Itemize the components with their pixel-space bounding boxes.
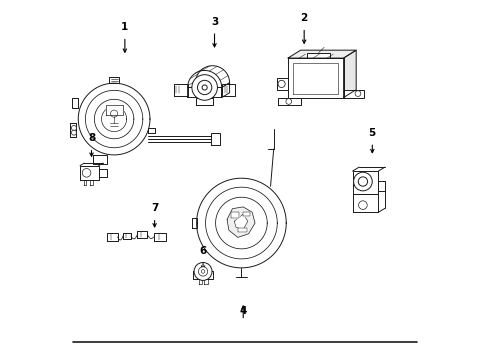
Polygon shape bbox=[188, 71, 221, 98]
Polygon shape bbox=[343, 90, 364, 98]
Circle shape bbox=[72, 130, 76, 135]
Polygon shape bbox=[204, 279, 208, 284]
Polygon shape bbox=[238, 228, 247, 232]
Circle shape bbox=[192, 75, 218, 100]
Polygon shape bbox=[221, 83, 230, 98]
Circle shape bbox=[72, 126, 76, 131]
Polygon shape bbox=[243, 212, 250, 216]
Polygon shape bbox=[105, 105, 122, 116]
Polygon shape bbox=[343, 50, 356, 98]
Polygon shape bbox=[192, 218, 197, 228]
Polygon shape bbox=[221, 84, 235, 96]
Text: 3: 3 bbox=[211, 17, 218, 27]
Polygon shape bbox=[193, 271, 213, 279]
Polygon shape bbox=[199, 279, 202, 284]
Polygon shape bbox=[71, 123, 76, 137]
Text: 7: 7 bbox=[151, 203, 158, 213]
Polygon shape bbox=[353, 194, 378, 212]
Polygon shape bbox=[90, 180, 93, 185]
Polygon shape bbox=[78, 83, 150, 155]
Polygon shape bbox=[107, 233, 118, 241]
Polygon shape bbox=[308, 53, 330, 58]
Polygon shape bbox=[153, 233, 166, 241]
Polygon shape bbox=[137, 231, 147, 238]
Polygon shape bbox=[109, 77, 120, 83]
Polygon shape bbox=[288, 58, 343, 98]
Polygon shape bbox=[84, 180, 87, 185]
Text: 1: 1 bbox=[121, 22, 128, 32]
Polygon shape bbox=[234, 214, 248, 229]
Polygon shape bbox=[123, 233, 131, 239]
Text: 4: 4 bbox=[240, 306, 247, 316]
Circle shape bbox=[286, 99, 292, 104]
Circle shape bbox=[201, 270, 205, 273]
Circle shape bbox=[194, 262, 212, 280]
Circle shape bbox=[354, 172, 372, 191]
Polygon shape bbox=[378, 181, 385, 191]
Circle shape bbox=[197, 80, 212, 95]
Polygon shape bbox=[148, 128, 155, 134]
Polygon shape bbox=[174, 84, 188, 96]
Polygon shape bbox=[211, 134, 220, 145]
Polygon shape bbox=[278, 98, 300, 105]
Circle shape bbox=[82, 168, 91, 177]
Circle shape bbox=[198, 267, 208, 276]
Polygon shape bbox=[72, 98, 78, 108]
Polygon shape bbox=[93, 155, 107, 164]
Polygon shape bbox=[196, 178, 286, 268]
Text: 6: 6 bbox=[199, 246, 207, 256]
Polygon shape bbox=[196, 98, 213, 105]
Polygon shape bbox=[277, 78, 288, 90]
Text: 8: 8 bbox=[88, 134, 95, 143]
Text: 2: 2 bbox=[300, 13, 308, 23]
Polygon shape bbox=[288, 50, 356, 58]
Polygon shape bbox=[227, 207, 255, 237]
Polygon shape bbox=[231, 212, 239, 218]
Circle shape bbox=[355, 91, 361, 96]
Polygon shape bbox=[98, 168, 107, 177]
Polygon shape bbox=[353, 171, 378, 194]
Circle shape bbox=[202, 85, 207, 90]
Text: 5: 5 bbox=[368, 128, 376, 138]
Circle shape bbox=[359, 201, 367, 210]
Polygon shape bbox=[80, 166, 98, 180]
Circle shape bbox=[358, 177, 368, 186]
Circle shape bbox=[278, 80, 285, 87]
